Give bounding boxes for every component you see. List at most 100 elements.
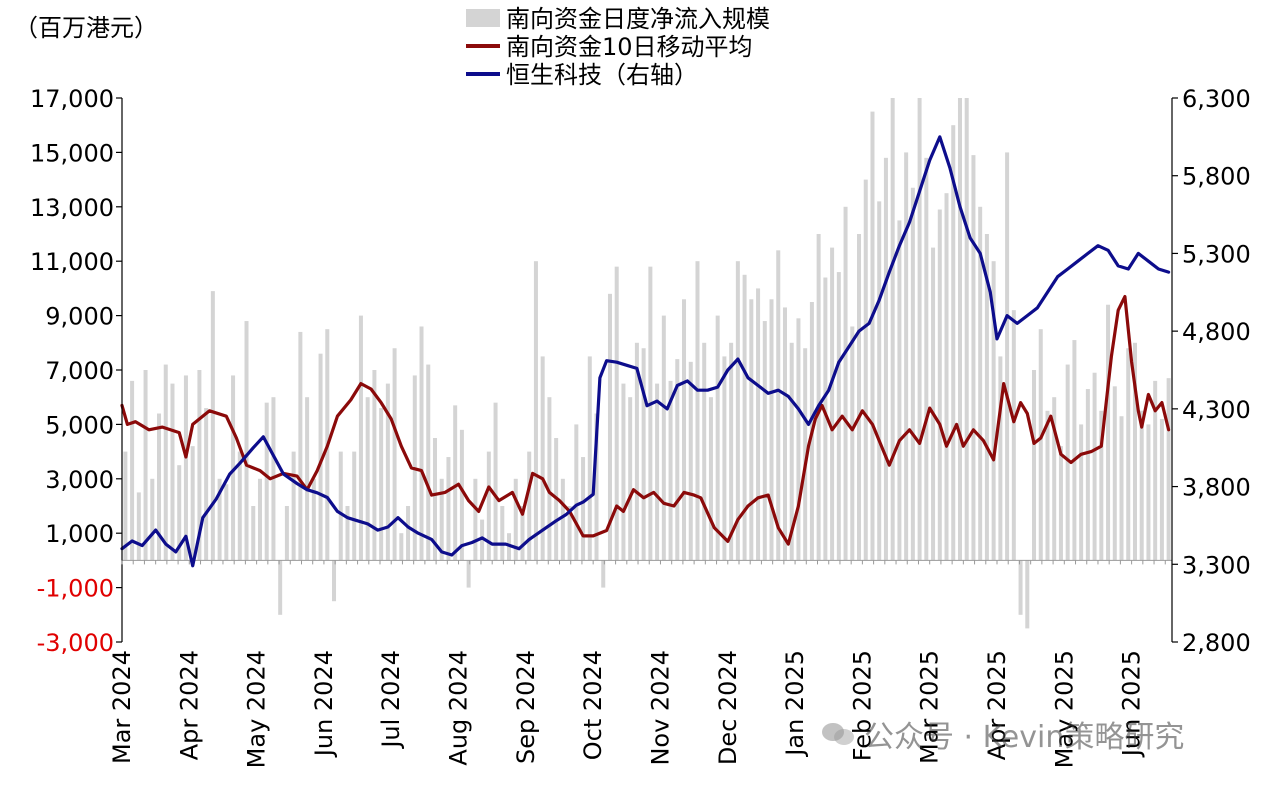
right-axis-tick-label: 2,800 [1182, 629, 1251, 657]
daily-flow-bar [904, 152, 909, 561]
daily-flow-bar [668, 380, 673, 561]
daily-flow-bar [648, 266, 653, 561]
daily-flow-bar [123, 451, 128, 561]
daily-flow-bar [735, 261, 740, 561]
right-axis-tick-label: 5,300 [1182, 240, 1251, 268]
daily-flow-bar [567, 506, 572, 561]
daily-flow-bar [1106, 304, 1111, 561]
daily-flow-bar [1032, 370, 1037, 561]
daily-flow-bar [1153, 380, 1158, 561]
wechat-icon [822, 719, 856, 749]
daily-flow-bar [1052, 397, 1057, 561]
daily-flow-bar [533, 261, 538, 561]
daily-flow-bar [130, 380, 135, 561]
daily-flow-bar [877, 201, 882, 561]
daily-flow-bar [937, 209, 942, 561]
daily-flow-bar [951, 125, 956, 561]
daily-flow-bar [1092, 372, 1097, 561]
daily-flow-bar [587, 356, 592, 561]
daily-flow-bar [1025, 560, 1030, 629]
daily-flow-bar [675, 359, 680, 561]
x-axis-tick-label: May 2024 [243, 650, 271, 768]
daily-flow-bar [170, 383, 175, 561]
daily-flow-bar [520, 506, 525, 561]
daily-flow-bar [628, 397, 633, 561]
legend-label: 恒生科技（右轴） [506, 61, 698, 89]
daily-flow-bar [372, 370, 377, 561]
daily-flow-bar [473, 478, 478, 561]
daily-flow-bar [863, 179, 868, 561]
daily-flow-bar [708, 397, 713, 561]
daily-flow-bar [816, 234, 821, 561]
daily-flow-bar [392, 348, 397, 561]
daily-flow-bar [177, 465, 182, 561]
daily-flow-bar [231, 375, 236, 561]
daily-flow-bar [1159, 418, 1164, 561]
hstech-line [120, 135, 1171, 568]
daily-flow-bar [722, 356, 727, 561]
daily-flow-bar [762, 321, 767, 561]
daily-flow-bar [843, 206, 848, 561]
daily-flow-bar [1011, 310, 1016, 561]
daily-flow-bar [897, 220, 902, 561]
daily-flow-bar [756, 288, 761, 561]
daily-flow-bar [729, 342, 734, 561]
daily-flow-bar [150, 478, 155, 561]
daily-flow-bar [1058, 446, 1063, 561]
daily-flow-bar [224, 484, 229, 561]
daily-flow-bar [432, 438, 437, 561]
daily-flow-bar [574, 424, 579, 561]
daily-flow-bar [1072, 340, 1077, 561]
daily-flow-bar [439, 478, 444, 561]
daily-flow-bar [581, 457, 586, 561]
daily-flow-bar [217, 478, 222, 561]
daily-flow-bar [1018, 560, 1023, 615]
daily-flow-bar [1166, 378, 1171, 561]
daily-flow-bar [345, 506, 350, 561]
daily-flow-bar [621, 383, 626, 561]
daily-flow-bar [318, 353, 323, 561]
x-axis-tick-label: Mar 2025 [916, 650, 944, 764]
daily-flow-bar [769, 299, 774, 561]
daily-flow-bar [453, 405, 458, 561]
daily-flow-bar [836, 272, 841, 561]
daily-flow-bar [796, 318, 801, 561]
daily-flow-bar [466, 560, 471, 588]
daily-flow-bar [1099, 410, 1104, 561]
daily-flow-bar [971, 155, 976, 561]
daily-flow-bar [910, 187, 915, 561]
daily-flow-bar [264, 402, 269, 561]
right-axis-tick-label: 3,800 [1182, 474, 1251, 502]
daily-flow-bar [823, 277, 828, 561]
daily-flow-bar [1132, 342, 1137, 561]
daily-flow-bar [634, 342, 639, 561]
daily-flow-bar [406, 506, 411, 561]
x-axis-tick-label: May 2025 [1050, 650, 1078, 768]
daily-flow-bar [399, 533, 404, 561]
daily-flow-bar [1045, 410, 1050, 561]
daily-flow-bar [601, 560, 606, 588]
daily-flow-bar [358, 315, 363, 561]
right-axis-tick-label: 5,800 [1182, 163, 1251, 191]
daily-flow-bar [365, 397, 370, 561]
x-axis-tick-label: Apr 2025 [983, 650, 1011, 760]
daily-flow-bar [1065, 364, 1070, 561]
x-axis-tick-label: Jan 2025 [781, 650, 809, 758]
watermark: 公众号 · Kevin策略研究 [822, 712, 1184, 756]
daily-flow-bar [157, 413, 162, 561]
daily-flow-bar [486, 451, 491, 561]
daily-flow-bar [1085, 389, 1090, 561]
x-axis-tick-label: Aug 2024 [445, 650, 473, 766]
southbound-ma10-line [120, 295, 1171, 546]
left-axis-tick-label: 9,000 [45, 303, 114, 331]
daily-flow-bar [1112, 386, 1117, 561]
daily-flow-bar [1119, 416, 1124, 561]
daily-flow-bar [540, 356, 545, 561]
right-axis-tick-label: 4,800 [1182, 318, 1251, 346]
daily-flow-bar [298, 331, 303, 561]
daily-flow-bar [607, 293, 612, 561]
daily-flow-bar [385, 383, 390, 561]
